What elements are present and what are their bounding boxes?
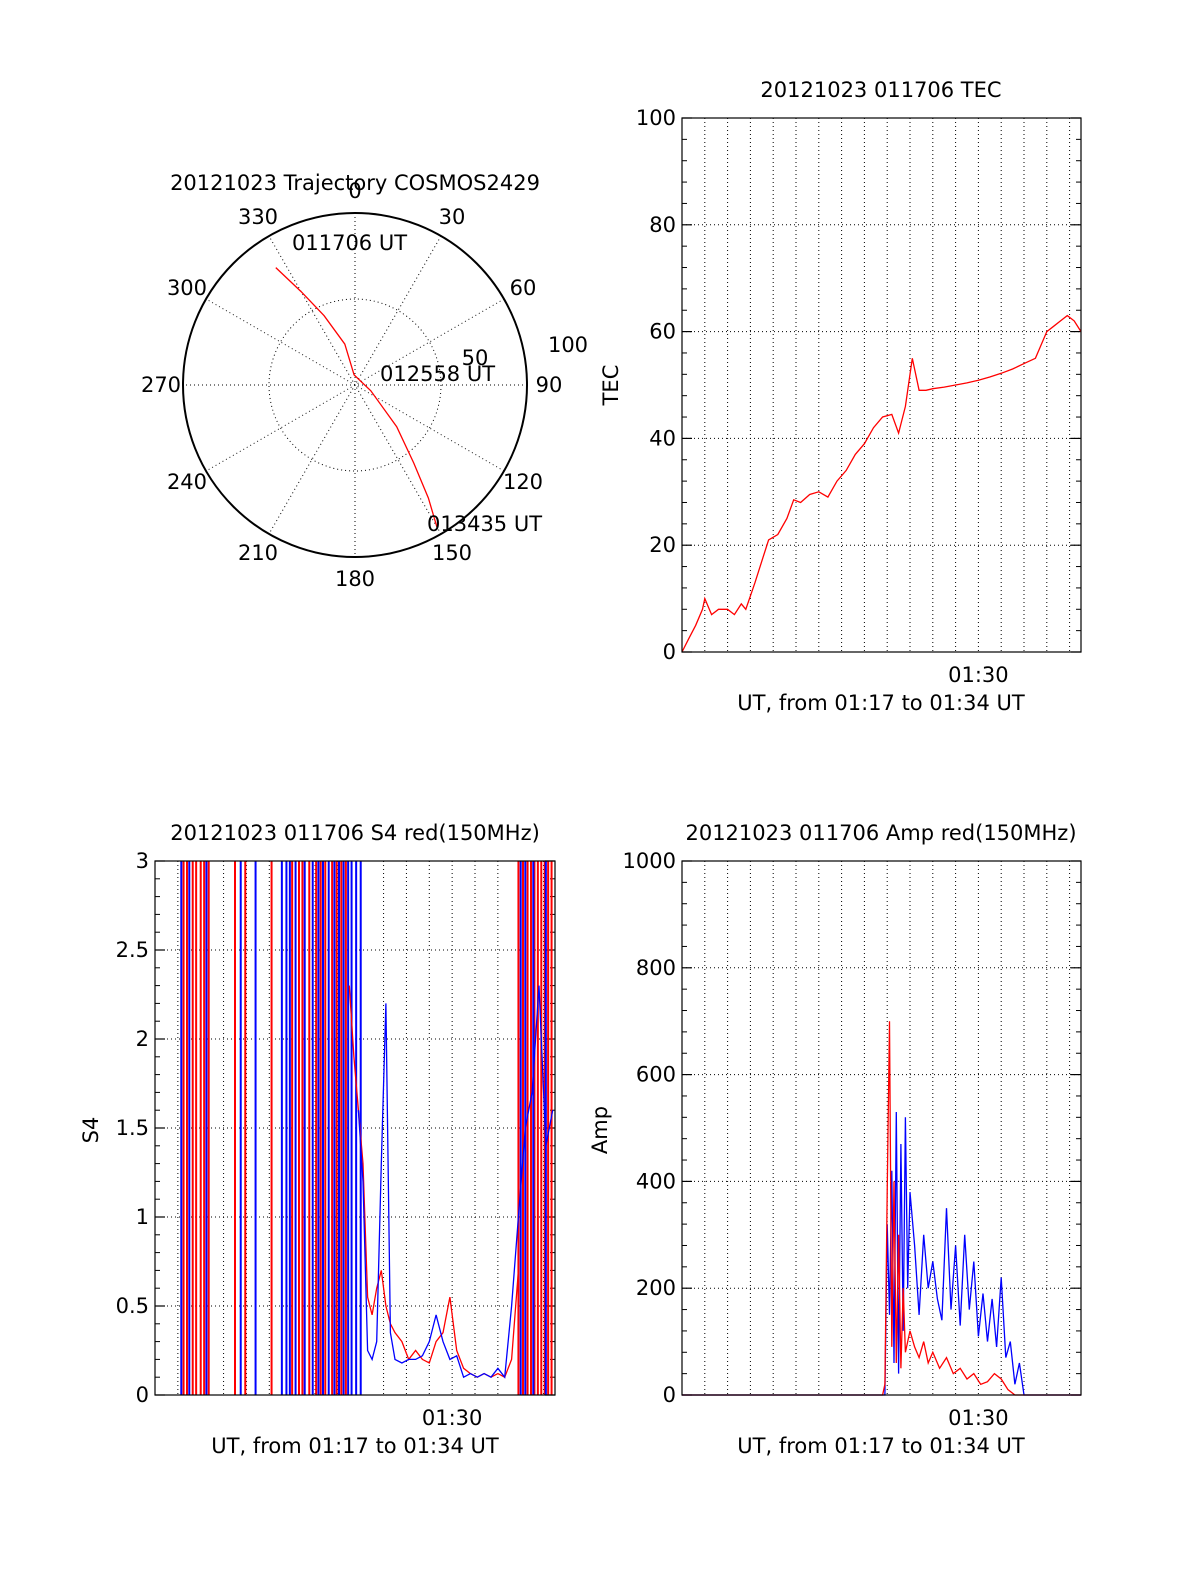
polar-angle-label: 270 — [141, 373, 181, 397]
s4-x-axis-label: UT, from 01:17 to 01:34 UT — [211, 1434, 499, 1458]
tec-y-axis-label: TEC — [599, 365, 623, 407]
polar-angle-label: 30 — [439, 205, 466, 229]
amp-blue-series-line — [682, 1111, 1081, 1396]
amp-y-tick-label: 0 — [663, 1383, 676, 1407]
s4-y-tick-label: 0 — [136, 1383, 149, 1407]
amp-y-tick-label: 600 — [636, 1063, 676, 1087]
s4-blue-series-line — [357, 985, 554, 1379]
polar-title: 20121023 Trajectory COSMOS2429 — [170, 171, 540, 195]
s4-plot-frame — [154, 860, 556, 1396]
polar-angle-label: 0 — [348, 179, 361, 203]
s4-y-tick-label: 2.5 — [116, 938, 149, 962]
amp-y-tick-label: 200 — [636, 1276, 676, 1300]
s4-x-tick-label: 01:30 — [422, 1406, 483, 1430]
trajectory-start-label: 011706 UT — [292, 231, 407, 255]
tec-ticks — [682, 117, 1081, 653]
trajectory-line — [275, 267, 438, 527]
s4-y-tick-label: 2 — [136, 1027, 149, 1051]
amp-x-tick-label: 01:30 — [948, 1406, 1009, 1430]
polar-angle-label: 150 — [432, 541, 472, 565]
polar-angle-label: 90 — [536, 373, 563, 397]
tec-grid — [682, 118, 1081, 652]
polar-angle-label: 60 — [510, 276, 537, 300]
s4-y-tick-label: 1.5 — [116, 1116, 149, 1140]
s4-title: 20121023 011706 S4 red(150MHz) — [170, 821, 540, 845]
tec-y-tick-label: 80 — [649, 213, 676, 237]
tec-y-tick-label: 40 — [649, 426, 676, 450]
trajectory-mid-label: 012558 UT — [380, 362, 495, 386]
s4-y-tick-label: 1 — [136, 1205, 149, 1229]
amp-ticks — [682, 860, 1081, 1396]
amp-y-tick-label: 400 — [636, 1169, 676, 1193]
polar-trajectory-panel: 20121023 Trajectory COSMOS2429 0 30 60 90 12… — [141, 171, 588, 591]
s4-red-series-line — [348, 985, 520, 1379]
amp-red-series-line — [682, 1021, 1081, 1396]
polar-radius-label-50: 50 — [462, 346, 489, 370]
polar-spoke-150 — [268, 235, 442, 535]
amp-y-tick-label: 1000 — [623, 849, 676, 873]
tec-title: 20121023 011706 TEC — [760, 78, 1001, 102]
amp-plot-frame — [681, 860, 1082, 1396]
tec-panel: 20121023 011706 TEC 0 20 40 60 80 100 01:30 U… — [599, 78, 1082, 715]
s4-spikes — [180, 861, 553, 1395]
polar-angle-label: 120 — [503, 470, 543, 494]
tec-y-tick-labels: 0 20 40 60 80 100 — [636, 106, 676, 664]
amp-grid — [682, 861, 1081, 1395]
s4-y-tick-label: 3 — [136, 849, 149, 873]
amp-y-tick-labels: 0 200 400 600 800 1000 — [623, 849, 676, 1407]
polar-spokes — [183, 213, 527, 557]
s4-grid — [155, 861, 555, 1395]
tec-x-tick-label: 01:30 — [948, 663, 1009, 687]
s4-y-tick-label: 0.5 — [116, 1294, 149, 1318]
polar-angle-labels: 0 30 60 90 120 150 180 210 240 270 300 330 — [141, 179, 562, 591]
tec-y-tick-label: 100 — [636, 106, 676, 130]
s4-panel: 20121023 011706 S4 red(150MHz) 0 0.5 1 1.5 2… — [79, 821, 556, 1458]
amp-x-axis-label: UT, from 01:17 to 01:34 UT — [737, 1434, 1025, 1458]
s4-y-tick-labels: 0 0.5 1 1.5 2 2.5 3 — [116, 849, 149, 1407]
amp-y-axis-label: Amp — [588, 1106, 612, 1154]
polar-inner-ring — [268, 298, 442, 472]
polar-radius-label-100: 100 — [548, 333, 588, 357]
amp-panel: 20121023 011706 Amp red(150MHz) 0 200 400 6… — [588, 821, 1082, 1458]
polar-angle-label: 180 — [335, 567, 375, 591]
amp-y-tick-label: 800 — [636, 956, 676, 980]
tec-y-tick-label: 20 — [649, 533, 676, 557]
polar-angle-label: 240 — [167, 470, 207, 494]
tec-y-tick-label: 0 — [663, 640, 676, 664]
polar-angle-label: 210 — [238, 541, 278, 565]
tec-y-tick-label: 60 — [649, 320, 676, 344]
polar-angle-label: 330 — [238, 205, 278, 229]
trajectory-end-label: 013435 UT — [427, 512, 542, 536]
amp-title: 20121023 011706 Amp red(150MHz) — [685, 821, 1076, 845]
tec-plot-frame — [681, 117, 1082, 653]
s4-y-axis-label: S4 — [79, 1117, 103, 1144]
tec-series-line — [681, 314, 1082, 653]
polar-angle-label: 300 — [167, 276, 207, 300]
tec-x-axis-label: UT, from 01:17 to 01:34 UT — [737, 691, 1025, 715]
